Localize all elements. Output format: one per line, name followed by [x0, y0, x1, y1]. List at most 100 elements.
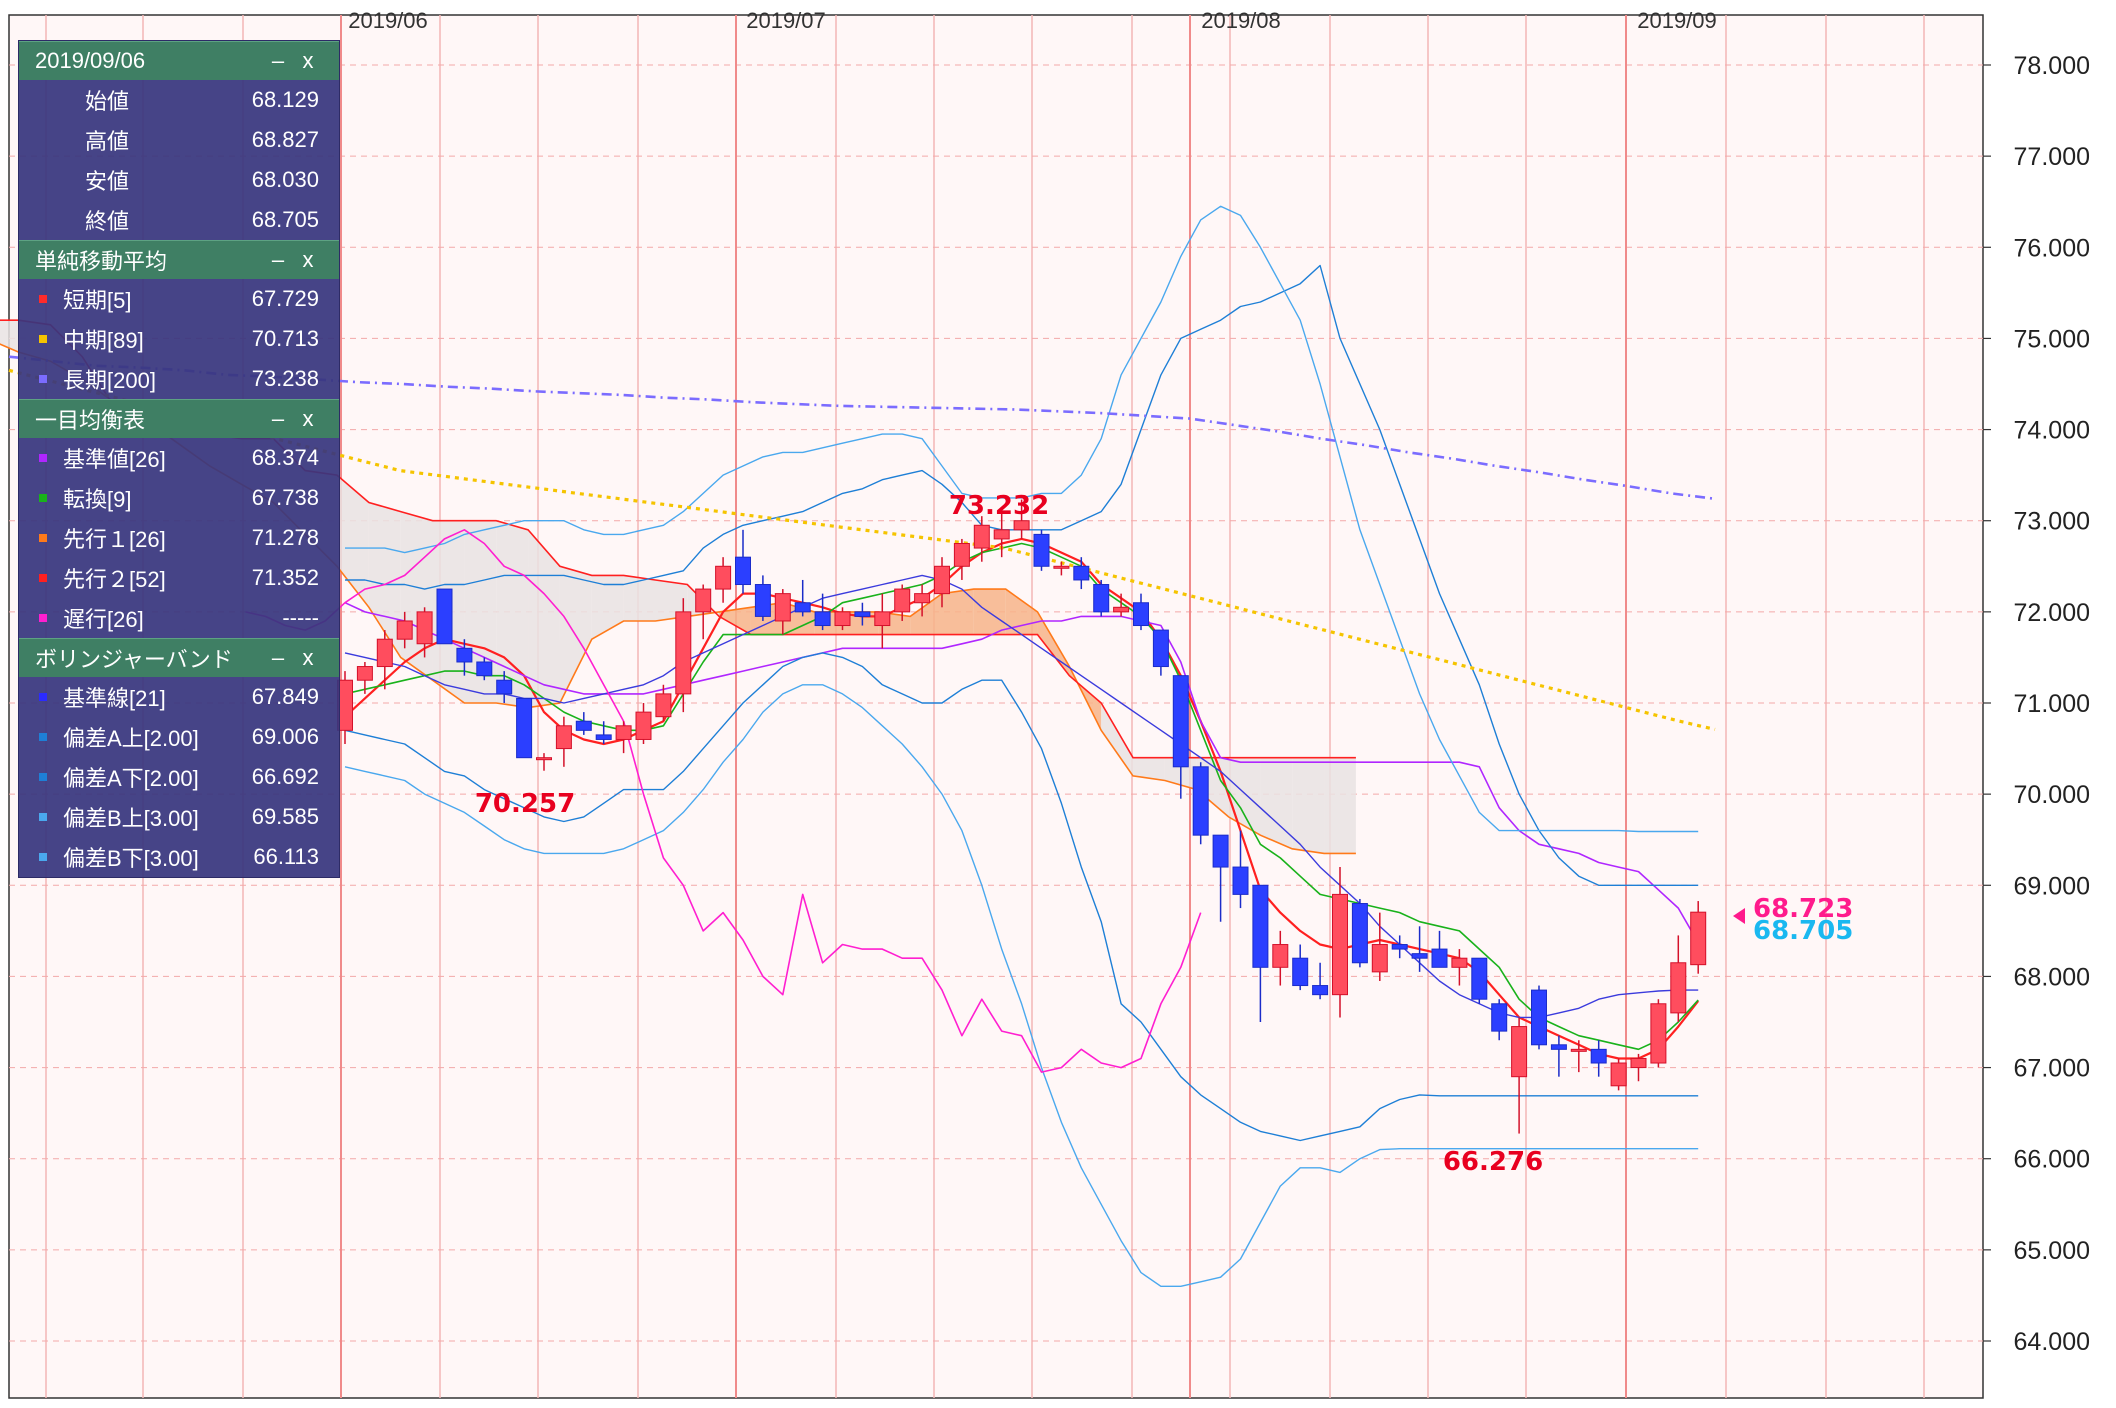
- row-value: 69.585: [251, 804, 319, 829]
- candle: [934, 557, 950, 608]
- cloud-segment: [591, 575, 624, 640]
- candle-body: [1133, 602, 1149, 627]
- candle-body: [436, 588, 453, 645]
- close-button[interactable]: x: [302, 406, 314, 431]
- price-annotation: 73.232: [949, 491, 1049, 521]
- indicator-panel: 2019/09/06 – x 始値 68.129 高値 68.827 安値 68.030 終…: [18, 40, 340, 878]
- cloud-segment: [1292, 757, 1325, 854]
- candle-body: [536, 757, 552, 761]
- cloud-segment: [1260, 757, 1293, 849]
- close-button[interactable]: x: [302, 645, 314, 670]
- candle-body: [1451, 957, 1468, 968]
- candle: [1491, 999, 1508, 1041]
- candle-body: [1252, 884, 1269, 968]
- row-value: 73.238: [251, 366, 319, 391]
- price-label: 68.705: [1753, 916, 1853, 946]
- close-button[interactable]: x: [302, 48, 314, 73]
- candle-body: [675, 611, 692, 695]
- row-label: 偏差B下[3.00]: [63, 846, 199, 871]
- minimize-button[interactable]: –: [271, 406, 285, 431]
- legend-swatch: [39, 295, 47, 303]
- candle-body: [575, 720, 592, 731]
- panel-row: 遅行[26] -----: [19, 598, 339, 638]
- row-label: 終値: [85, 209, 130, 234]
- ohlc-rows: 始値 68.129 高値 68.827 安値 68.030 終値 68.705: [19, 80, 339, 240]
- row-label: 高値: [85, 129, 130, 154]
- minimize-button[interactable]: –: [271, 48, 285, 73]
- candle: [356, 661, 373, 694]
- candle: [1332, 867, 1348, 1018]
- candle-body: [1033, 533, 1050, 567]
- candle-body: [894, 588, 911, 613]
- candle: [834, 607, 851, 631]
- candle: [376, 630, 393, 690]
- candle-body: [1670, 962, 1687, 1014]
- row-label: 長期[200]: [63, 368, 156, 393]
- candle: [854, 602, 871, 626]
- row-value: 68.827: [251, 127, 319, 152]
- candle: [555, 716, 572, 767]
- row-label: 遅行[26]: [63, 607, 144, 632]
- price-label: 68.723: [1753, 894, 1853, 924]
- candle: [953, 538, 970, 580]
- series-line: [245, 529, 1202, 1073]
- candle: [993, 511, 1010, 558]
- cloud-segment: [623, 575, 656, 621]
- x-tick-label: 2019/09: [1637, 8, 1717, 33]
- candle-body: [914, 593, 931, 604]
- candle-body: [695, 588, 712, 613]
- candle: [456, 639, 473, 676]
- candle: [715, 557, 732, 603]
- candle-body: [1172, 675, 1189, 768]
- candle-body: [1590, 1048, 1607, 1064]
- candle-body: [1351, 903, 1368, 964]
- candle-body: [934, 565, 950, 595]
- row-label: 始値: [85, 89, 130, 114]
- candle-body: [555, 725, 572, 750]
- legend-swatch: [39, 773, 47, 781]
- row-value: 67.738: [251, 485, 319, 510]
- panel-row: 基準値[26] 68.374: [19, 438, 339, 478]
- legend-swatch: [39, 853, 47, 861]
- minimize-button[interactable]: –: [271, 247, 285, 272]
- candle-body: [1371, 944, 1388, 973]
- sma-rows: 短期[5] 67.729 中期[89] 70.713 長期[200] 73.238: [19, 279, 339, 399]
- row-value: 68.129: [251, 87, 319, 112]
- y-tick-label: 69.000: [2014, 872, 2090, 900]
- candle: [595, 721, 612, 745]
- candle: [1411, 926, 1428, 972]
- candle: [1531, 985, 1547, 1050]
- candle-body: [1630, 1057, 1647, 1069]
- close-button[interactable]: x: [302, 247, 314, 272]
- y-tick-label: 65.000: [2014, 1237, 2090, 1265]
- panel-row: 先行２[52] 71.352: [19, 558, 339, 598]
- panel-row: 終値 68.705: [19, 200, 339, 240]
- minimize-button[interactable]: –: [271, 645, 285, 670]
- candle: [1252, 884, 1269, 1022]
- candle: [1133, 593, 1149, 631]
- candle: [575, 712, 592, 735]
- candle: [894, 584, 911, 621]
- candle-body: [1690, 911, 1707, 966]
- candle: [874, 593, 891, 649]
- candle-body: [376, 638, 393, 668]
- row-value: 68.030: [251, 167, 319, 192]
- panel-row: 偏差A上[2.00] 69.006: [19, 717, 339, 757]
- series-line: [344, 542, 1699, 1051]
- row-label: 短期[5]: [63, 288, 132, 313]
- bollinger-rows: 基準線[21] 67.849 偏差A上[2.00] 69.006 偏差A下[2.00] 6…: [19, 677, 339, 877]
- cloud-segment: [496, 520, 529, 708]
- candle: [1351, 898, 1368, 968]
- candle-body: [854, 611, 871, 617]
- candle-body: [1232, 866, 1249, 895]
- candle-body: [1511, 1026, 1528, 1078]
- candle-body: [754, 584, 771, 617]
- candle-body: [1610, 1062, 1627, 1087]
- series-line: [344, 574, 1699, 1019]
- candle: [1073, 557, 1090, 590]
- candle: [1610, 1058, 1627, 1091]
- candle-body: [456, 647, 473, 663]
- candle: [1511, 1017, 1528, 1134]
